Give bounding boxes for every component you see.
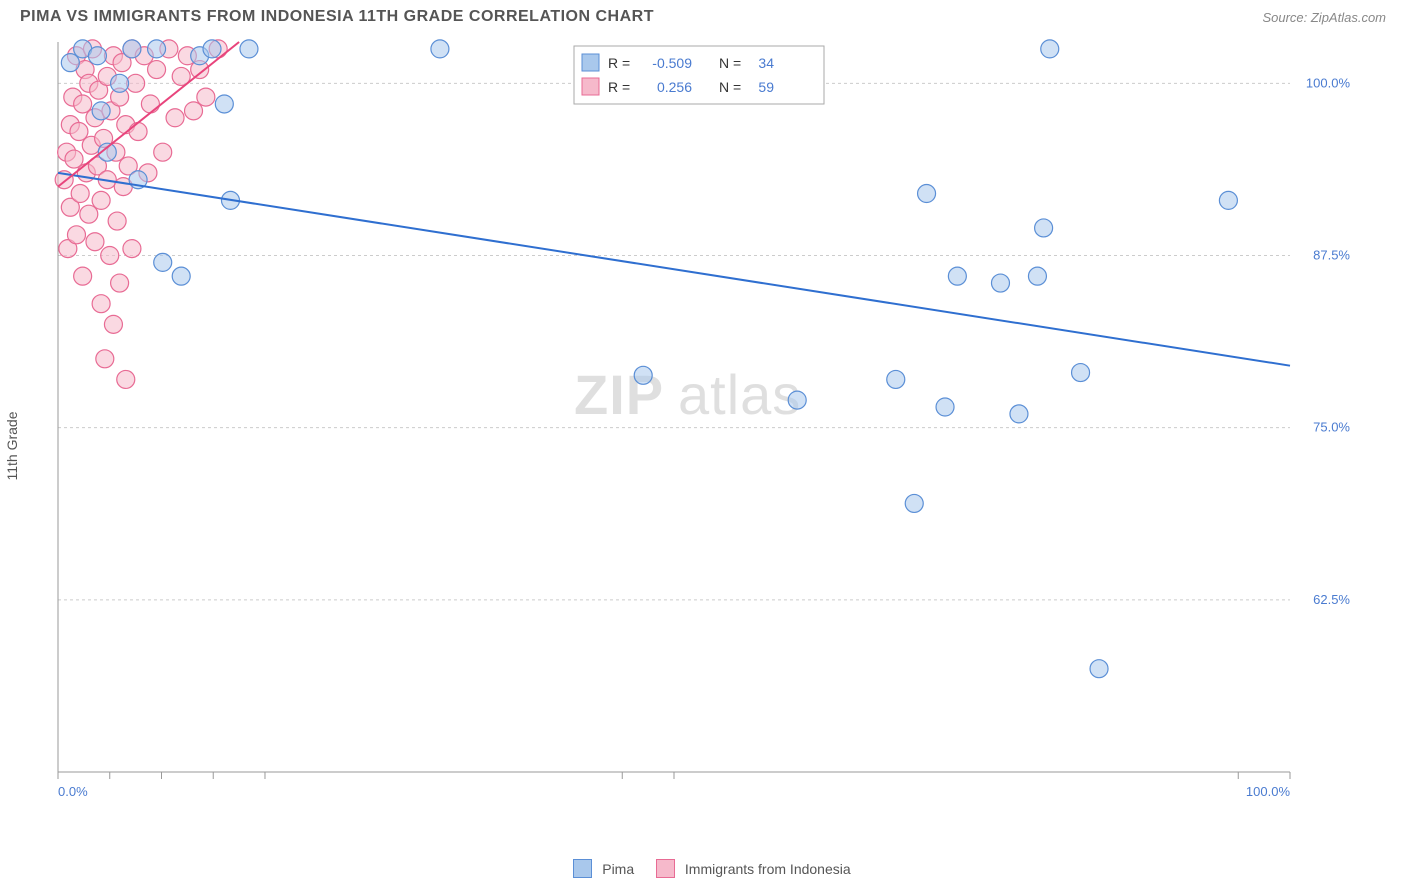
data-point bbox=[92, 191, 110, 209]
data-point bbox=[1219, 191, 1237, 209]
y-tick-label: 62.5% bbox=[1313, 592, 1350, 607]
data-point bbox=[111, 74, 129, 92]
data-point bbox=[92, 102, 110, 120]
data-point bbox=[203, 40, 221, 58]
data-point bbox=[166, 109, 184, 127]
data-point bbox=[74, 267, 92, 285]
data-point bbox=[148, 40, 166, 58]
data-point bbox=[86, 233, 104, 251]
y-tick-label: 100.0% bbox=[1306, 75, 1351, 90]
data-point bbox=[1028, 267, 1046, 285]
data-point bbox=[154, 143, 172, 161]
data-point bbox=[1090, 660, 1108, 678]
legend-label-pima: Pima bbox=[602, 861, 634, 877]
data-point bbox=[141, 95, 159, 113]
data-point bbox=[1072, 364, 1090, 382]
data-point bbox=[948, 267, 966, 285]
chart-title: PIMA VS IMMIGRANTS FROM INDONESIA 11TH G… bbox=[20, 8, 654, 26]
data-point bbox=[71, 185, 89, 203]
source-label: Source: ZipAtlas.com bbox=[1262, 10, 1386, 25]
legend-swatch bbox=[582, 54, 599, 71]
legend-n-label: N = bbox=[719, 79, 741, 95]
y-tick-label: 75.0% bbox=[1313, 420, 1350, 435]
data-point bbox=[936, 398, 954, 416]
chart-area: 62.5%75.0%87.5%100.0%0.0%100.0%ZIPatlasR… bbox=[50, 36, 1406, 806]
bottom-legend: Pima Immigrants from Indonesia bbox=[0, 859, 1406, 878]
data-point bbox=[88, 47, 106, 65]
data-point bbox=[67, 226, 85, 244]
legend-n-value: 34 bbox=[758, 55, 774, 71]
y-axis-label: 11th Grade bbox=[4, 411, 20, 480]
data-point bbox=[634, 366, 652, 384]
legend-r-value: -0.509 bbox=[652, 55, 692, 71]
data-point bbox=[117, 370, 135, 388]
data-point bbox=[1035, 219, 1053, 237]
watermark: atlas bbox=[678, 363, 801, 426]
legend-swatch-indonesia bbox=[656, 859, 675, 878]
data-point bbox=[148, 61, 166, 79]
x-tick-label: 0.0% bbox=[58, 784, 88, 799]
legend-swatch-pima bbox=[573, 859, 592, 878]
legend-n-label: N = bbox=[719, 55, 741, 71]
data-point bbox=[1010, 405, 1028, 423]
data-point bbox=[788, 391, 806, 409]
data-point bbox=[108, 212, 126, 230]
legend-swatch bbox=[582, 78, 599, 95]
data-point bbox=[92, 295, 110, 313]
chart-header: PIMA VS IMMIGRANTS FROM INDONESIA 11TH G… bbox=[0, 0, 1406, 30]
data-point bbox=[154, 253, 172, 271]
data-point bbox=[127, 74, 145, 92]
data-point bbox=[918, 185, 936, 203]
data-point bbox=[172, 267, 190, 285]
data-point bbox=[991, 274, 1009, 292]
x-tick-label: 100.0% bbox=[1246, 784, 1291, 799]
data-point bbox=[431, 40, 449, 58]
data-point bbox=[104, 315, 122, 333]
data-point bbox=[887, 370, 905, 388]
data-point bbox=[129, 123, 147, 141]
data-point bbox=[215, 95, 233, 113]
data-point bbox=[111, 274, 129, 292]
data-point bbox=[905, 494, 923, 512]
data-point bbox=[123, 40, 141, 58]
data-point bbox=[240, 40, 258, 58]
trend-line bbox=[58, 173, 1290, 366]
legend-r-label: R = bbox=[608, 55, 630, 71]
data-point bbox=[96, 350, 114, 368]
data-point bbox=[197, 88, 215, 106]
data-point bbox=[123, 240, 141, 258]
data-point bbox=[101, 246, 119, 264]
legend-label-indonesia: Immigrants from Indonesia bbox=[685, 861, 851, 877]
legend-n-value: 59 bbox=[758, 79, 774, 95]
data-point bbox=[1041, 40, 1059, 58]
scatter-chart: 62.5%75.0%87.5%100.0%0.0%100.0%ZIPatlasR… bbox=[50, 36, 1360, 806]
legend-r-label: R = bbox=[608, 79, 630, 95]
y-tick-label: 87.5% bbox=[1313, 247, 1350, 262]
legend-r-value: 0.256 bbox=[657, 79, 692, 95]
